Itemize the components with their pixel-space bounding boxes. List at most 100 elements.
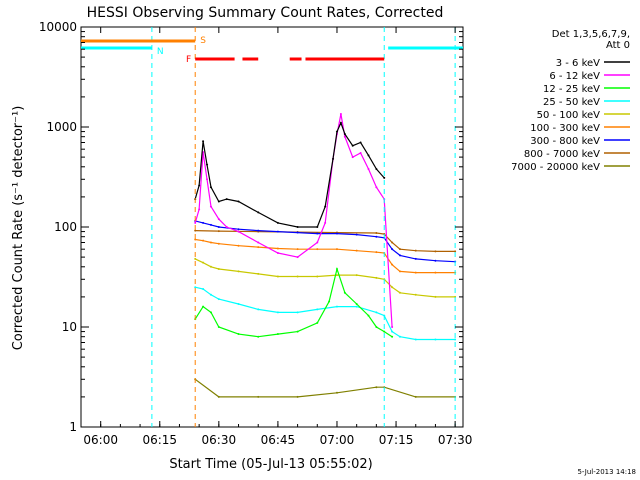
series-point — [332, 157, 335, 160]
series-point — [206, 163, 209, 166]
series-point — [296, 256, 299, 259]
series-point — [194, 229, 197, 232]
series-point — [257, 335, 260, 338]
series-point — [209, 186, 212, 189]
chart-axes: 06:00 06:15 06:30 06:45 07:00 07:15 07:30 1 10 10… — [39, 20, 473, 447]
series-point — [351, 144, 354, 147]
series-point — [375, 186, 378, 189]
series-point — [434, 338, 437, 341]
series-line-7 — [195, 230, 456, 252]
series-point — [414, 249, 417, 252]
series-point — [335, 305, 338, 308]
series-point — [316, 226, 319, 228]
legend-label-4: 50 - 100 keV — [537, 110, 601, 121]
series-point — [391, 241, 394, 244]
series-point — [375, 168, 378, 171]
chart-series-layer — [194, 112, 457, 398]
series-point — [398, 270, 401, 273]
series-point — [434, 250, 437, 253]
series-point — [296, 248, 299, 251]
series-point — [316, 248, 319, 251]
series-point — [296, 231, 299, 234]
series-point — [276, 311, 279, 314]
series-point — [398, 254, 401, 257]
series-point — [414, 338, 417, 341]
series-point — [225, 226, 228, 228]
series-point — [335, 391, 338, 394]
series-point — [324, 205, 327, 208]
series-point — [339, 112, 342, 115]
series-point — [217, 395, 220, 398]
series-point — [434, 259, 437, 262]
series-point — [194, 286, 197, 289]
series-point — [414, 271, 417, 274]
x-tick-label-5: 07:15 — [379, 433, 414, 447]
series-point — [391, 248, 394, 251]
y-tick-label-3: 1000 — [46, 120, 77, 134]
legend-label-0: 3 - 6 keV — [556, 58, 600, 69]
series-point — [296, 226, 299, 228]
legend-label-6: 300 - 800 keV — [530, 136, 600, 147]
series-point — [316, 308, 319, 311]
legend-header-1: Att 0 — [606, 40, 630, 51]
series-point — [257, 211, 260, 214]
series-point — [375, 235, 378, 238]
series-point — [454, 250, 457, 253]
x-tick-label-6: 07:30 — [438, 433, 473, 447]
series-point — [335, 232, 338, 235]
series-point — [296, 395, 299, 398]
series-point — [198, 208, 201, 211]
series-point — [367, 154, 370, 157]
series-point — [276, 333, 279, 336]
series-point — [198, 184, 201, 187]
series-point — [296, 275, 299, 278]
series-point — [209, 293, 212, 296]
series-point — [414, 293, 417, 296]
series-point — [398, 335, 401, 338]
series-point — [367, 314, 370, 317]
series-point — [398, 291, 401, 294]
legend-label-5: 100 - 300 keV — [530, 123, 600, 134]
series-point — [257, 272, 260, 275]
series-point — [391, 286, 394, 289]
series-point — [391, 330, 394, 333]
series-point — [335, 130, 338, 133]
y-tick-label-0: 1 — [69, 420, 77, 434]
series-point — [257, 229, 260, 232]
series-point — [276, 251, 279, 254]
series-point — [355, 302, 358, 305]
legend-label-1: 6 - 12 keV — [549, 71, 600, 82]
series-point — [355, 233, 358, 236]
y-axis-label: Corrected Count Rate (s⁻¹ detector⁻¹) — [11, 106, 26, 351]
series-point — [434, 295, 437, 298]
series-point — [454, 338, 457, 341]
x-tick-label-4: 07:00 — [320, 433, 355, 447]
legend-label-7: 800 - 7000 keV — [524, 149, 600, 160]
series-point — [316, 275, 319, 278]
series-point — [209, 241, 212, 244]
series-point — [276, 221, 279, 224]
series-point — [391, 335, 394, 338]
series-point — [391, 263, 394, 266]
series-point — [217, 298, 220, 301]
legend-label-8: 7000 - 20000 keV — [511, 162, 600, 173]
series-point — [355, 274, 358, 277]
series-point — [202, 140, 205, 143]
series-point — [355, 305, 358, 308]
series-point — [202, 261, 205, 264]
x-axis-label: Start Time (05-Jul-13 05:55:02) — [169, 457, 372, 472]
series-point — [375, 326, 378, 328]
series-point — [324, 221, 327, 224]
series-point — [257, 395, 260, 398]
series-point — [375, 276, 378, 279]
series-point — [217, 218, 220, 221]
series-point — [335, 248, 338, 251]
series-point — [276, 247, 279, 250]
series-point — [257, 241, 260, 244]
series-point — [209, 265, 212, 268]
series-point — [375, 311, 378, 314]
series-point — [335, 268, 338, 271]
series-point — [276, 230, 279, 233]
